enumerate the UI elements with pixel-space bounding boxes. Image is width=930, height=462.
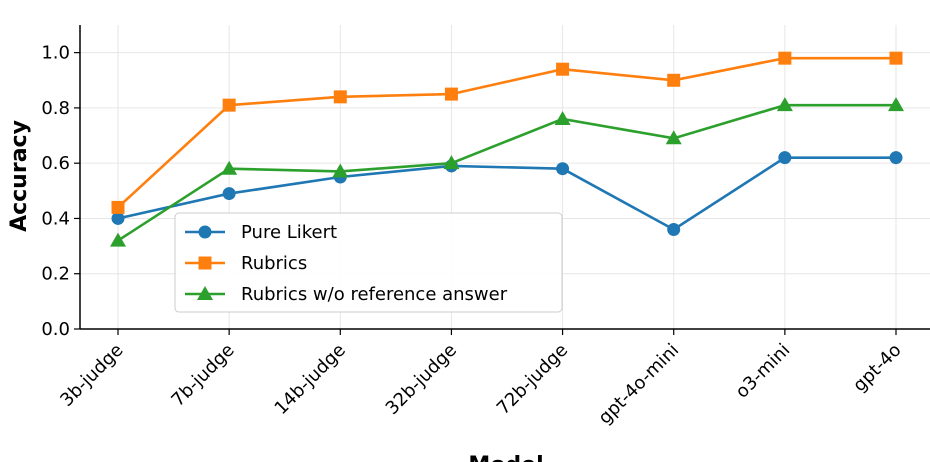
data-point — [332, 163, 349, 178]
y-tick-label: 0.6 — [41, 153, 70, 174]
y-tick-label: 0.0 — [41, 319, 70, 340]
legend-item: Pure Likert — [185, 222, 337, 243]
data-point — [198, 256, 212, 270]
data-point — [888, 97, 904, 112]
x-tick-label: 7b-judge — [167, 340, 238, 411]
series-rubrics — [111, 51, 903, 214]
legend-label: Pure Likert — [241, 222, 337, 243]
data-point — [333, 90, 347, 104]
data-point — [889, 151, 903, 165]
data-point — [778, 51, 792, 65]
data-point — [110, 232, 126, 247]
data-point — [197, 286, 213, 300]
data-point — [222, 98, 236, 112]
data-point — [889, 51, 903, 65]
x-tick-label: 32b-judge — [382, 340, 461, 419]
legend: Pure Likert Rubrics Rubrics w/o reference … — [174, 212, 563, 313]
series-line — [117, 56, 896, 209]
data-point — [221, 160, 238, 175]
y-axis-title: Accuracy — [7, 120, 32, 232]
x-tick-label: o3-mini — [732, 340, 795, 403]
legend-box — [174, 212, 563, 313]
data-point — [554, 110, 571, 125]
series-layer — [110, 51, 904, 247]
data-point — [444, 87, 458, 101]
legend-item: Rubrics — [185, 253, 307, 274]
y-tick-label: 0.2 — [41, 264, 70, 285]
x-axis-title: Model — [468, 453, 543, 462]
data-point — [556, 162, 570, 176]
x-tick-label: 72b-judge — [493, 340, 572, 419]
series-line — [117, 156, 896, 232]
legend-label: Rubrics — [241, 253, 307, 274]
legend-label: Rubrics w/o reference answer — [241, 284, 508, 305]
data-point — [665, 130, 682, 145]
x-tick-label: 3b-judge — [56, 340, 127, 411]
y-tick-label: 0.8 — [41, 98, 70, 119]
legend-item: Rubrics w/o reference answer — [185, 284, 508, 305]
data-point — [222, 187, 236, 201]
x-tick-label: gpt-4o-mini — [594, 340, 683, 429]
series-rubrics-w-o-reference-answer — [110, 97, 904, 247]
data-point — [778, 151, 792, 165]
y-tick-label: 0.4 — [41, 208, 70, 229]
data-point — [667, 223, 681, 237]
series-line — [117, 103, 896, 242]
data-point — [111, 200, 125, 214]
data-point — [443, 155, 460, 170]
data-point — [776, 97, 793, 112]
y-tick-label: 1.0 — [41, 43, 70, 64]
data-point — [198, 225, 212, 239]
data-point — [556, 62, 570, 76]
data-point — [667, 73, 681, 87]
x-tick-label: gpt-4o — [849, 340, 905, 396]
data-point — [111, 211, 125, 225]
x-tick-label: 14b-judge — [271, 340, 350, 419]
